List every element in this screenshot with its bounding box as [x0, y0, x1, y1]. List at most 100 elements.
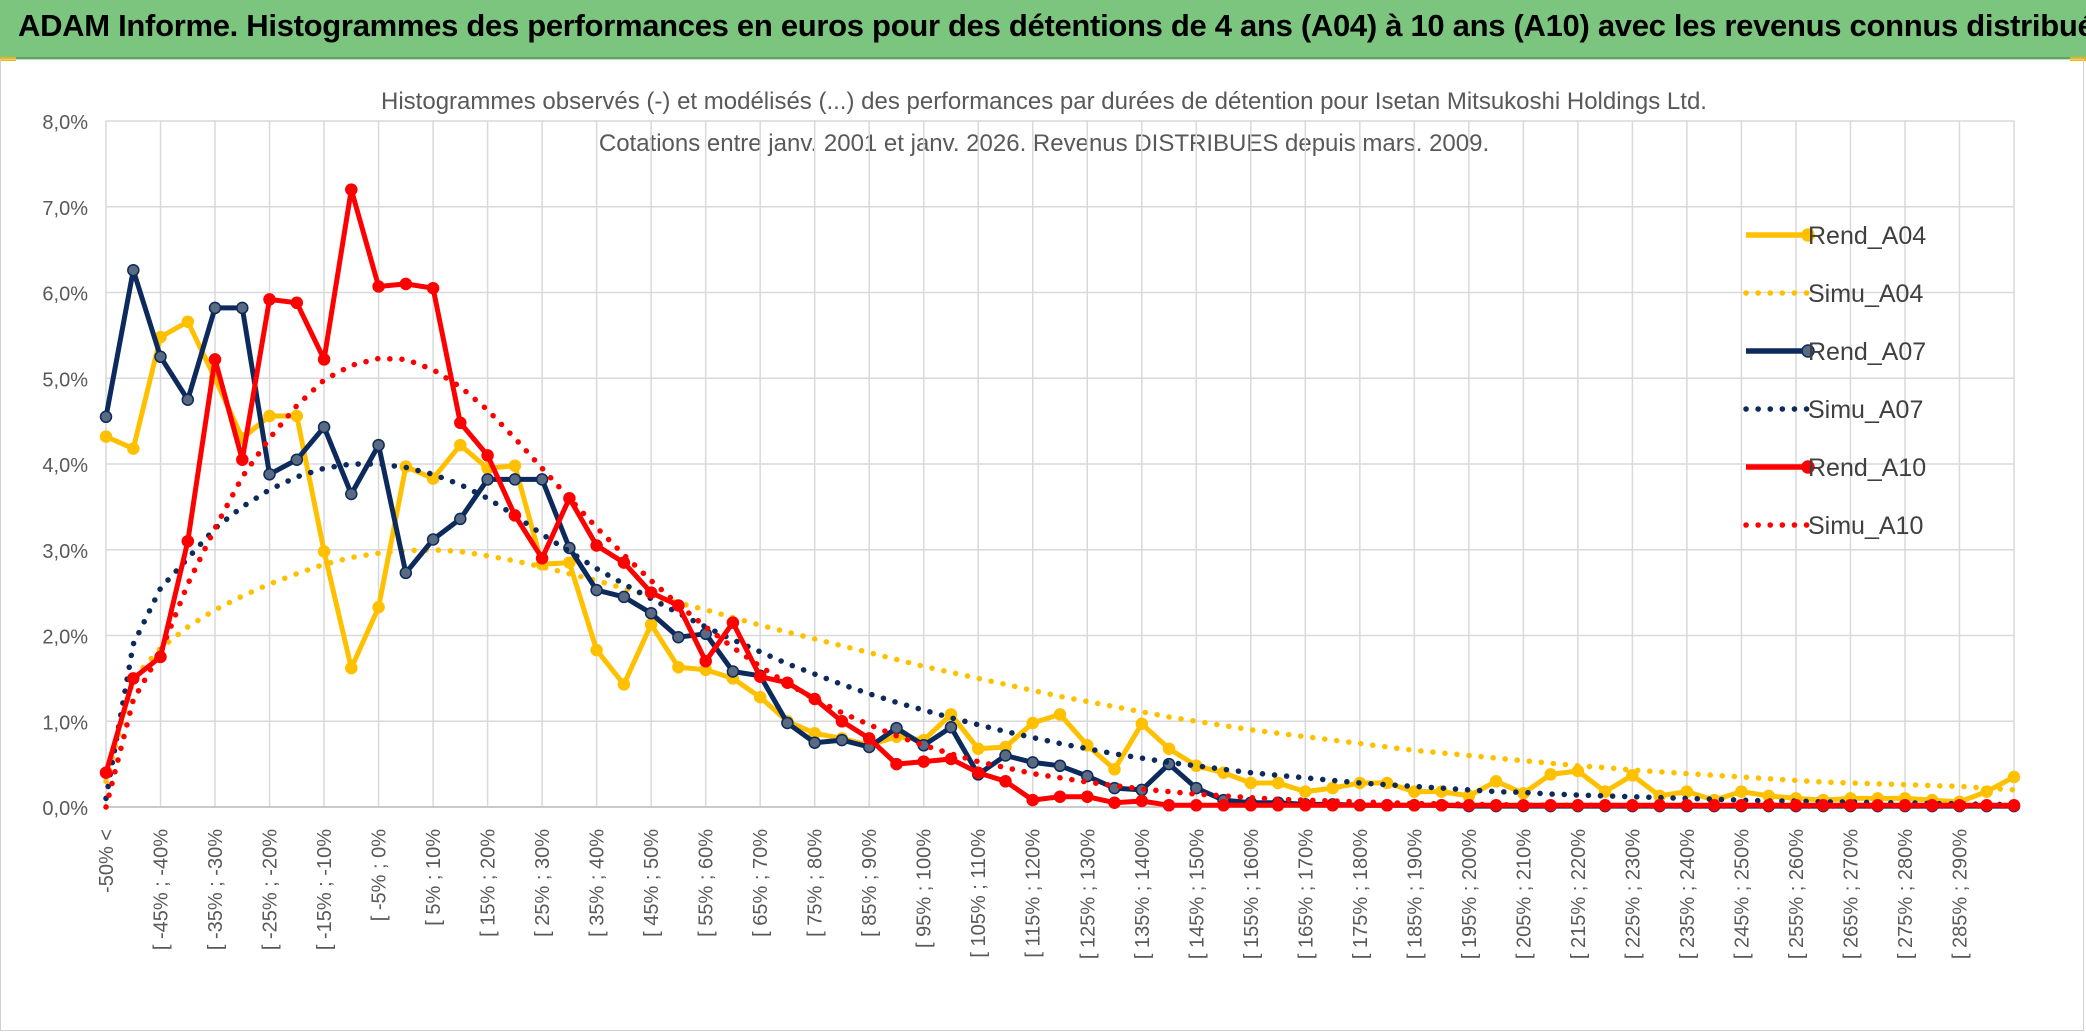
x-tick-label: [ 35% ; 40% — [587, 829, 609, 937]
x-tick-label: [ 115% ; 120% — [1023, 829, 1045, 958]
x-tick-label: [ 285% ; 290% — [1949, 829, 1971, 959]
y-tick-label: 1,0% — [42, 712, 88, 734]
data-point-rend-a04 — [454, 438, 467, 452]
x-tick-label: [ 175% ; 180% — [1350, 829, 1372, 959]
data-point-rend-a04 — [372, 600, 385, 614]
data-point-rend-a07 — [726, 665, 740, 678]
legend-label-simu-a07: Simu_A07 — [1808, 396, 1923, 424]
x-tick-label: [ 215% ; 220% — [1568, 829, 1590, 959]
data-point-rend-a07 — [1026, 756, 1039, 769]
data-point-rend-a10 — [1162, 799, 1176, 812]
legend-marker-rend-a07 — [1801, 344, 1815, 358]
data-point-rend-a07 — [999, 749, 1012, 762]
data-point-rend-a10 — [999, 775, 1012, 788]
data-point-rend-a10 — [426, 281, 440, 295]
data-point-rend-a10 — [971, 766, 985, 779]
data-point-rend-a10 — [263, 293, 276, 306]
data-point-rend-a07 — [454, 512, 467, 526]
data-point-rend-a07 — [236, 301, 249, 315]
legend-label-simu-a10: Simu_A10 — [1808, 512, 1923, 540]
data-point-rend-a10 — [481, 449, 494, 462]
y-tick-label: 3,0% — [42, 541, 88, 563]
data-point-rend-a07 — [399, 566, 413, 580]
data-point-rend-a10 — [862, 732, 876, 745]
x-tick-label: [ 5% ; 10% — [423, 829, 445, 926]
x-tick-label: [ 255% ; 260% — [1786, 829, 1808, 959]
data-point-rend-a04 — [590, 643, 603, 657]
data-point-rend-a07 — [590, 583, 603, 597]
y-tick-label: 0,0% — [42, 798, 88, 820]
x-tick-label: [ 195% ; 200% — [1459, 829, 1481, 959]
data-point-rend-a04 — [753, 690, 767, 704]
x-tick-label: [ 245% ; 250% — [1731, 829, 1753, 959]
x-tick-label: [ 45% ; 50% — [641, 829, 663, 937]
series-line-simu-a10 — [103, 355, 2017, 810]
legend-marker-rend-a04 — [1801, 228, 1815, 242]
data-point-rend-a04 — [563, 556, 576, 569]
y-tick-label: 5,0% — [42, 369, 88, 391]
data-point-rend-a10 — [181, 534, 195, 548]
legend-label-rend-a10: Rend_A10 — [1808, 454, 1926, 482]
x-tick-label: [ 265% ; 270% — [1840, 829, 1862, 959]
x-tick-label: [ 125% ; 130% — [1077, 829, 1099, 959]
x-tick-label: [ 235% ; 240% — [1677, 829, 1699, 959]
data-point-rend-a10 — [753, 670, 767, 683]
data-point-rend-a10 — [317, 353, 331, 366]
data-point-rend-a07 — [481, 473, 494, 486]
data-point-rend-a04 — [1244, 776, 1258, 790]
data-point-rend-a07 — [617, 590, 631, 604]
chart-title: Histogrammes observés (-) et modélisés (… — [381, 88, 1707, 115]
x-tick-label: [ 105% ; 110% — [968, 829, 990, 958]
data-point-rend-a10 — [1135, 794, 1149, 808]
page-banner: ADAM Informe. Histogrammes des performan… — [0, 0, 2086, 59]
data-point-rend-a04 — [1735, 785, 1748, 798]
data-point-rend-a07 — [1053, 759, 1067, 773]
data-point-rend-a10 — [1244, 799, 1258, 812]
series-line-simu-a04 — [103, 547, 2017, 793]
data-point-rend-a10 — [1299, 799, 1312, 812]
data-point-rend-a10 — [835, 715, 849, 728]
data-point-rend-a04 — [1053, 708, 1067, 721]
y-tick-label: 4,0% — [42, 455, 88, 477]
data-point-rend-a07 — [644, 606, 658, 620]
data-point-rend-a04 — [1026, 716, 1039, 730]
data-point-rend-a07 — [426, 533, 440, 546]
data-point-rend-a07 — [808, 736, 821, 749]
data-point-rend-a10 — [127, 672, 140, 685]
data-point-rend-a07 — [781, 716, 794, 730]
data-point-rend-a07 — [1081, 769, 1094, 783]
data-point-rend-a04 — [644, 618, 658, 631]
data-point-rend-a10 — [1108, 796, 1121, 809]
data-point-rend-a04 — [127, 442, 140, 455]
data-point-rend-a10 — [1217, 799, 1230, 812]
data-point-rend-a10 — [208, 353, 222, 366]
y-tick-label: 7,0% — [42, 198, 88, 220]
chart-grid — [105, 120, 2015, 808]
data-point-rend-a04 — [617, 678, 631, 691]
x-tick-label: [ 155% ; 160% — [1241, 829, 1263, 959]
page-title: ADAM Informe. Histogrammes des performan… — [18, 8, 2086, 43]
y-tick-label: 6,0% — [42, 284, 88, 306]
data-point-rend-a10 — [99, 766, 113, 779]
x-tick-label: [ 95% ; 100% — [914, 829, 936, 948]
x-tick-label: [ -5% ; 0% — [369, 829, 391, 921]
data-point-rend-a10 — [535, 552, 549, 565]
data-point-rend-a04 — [1326, 781, 1339, 795]
data-point-rend-a10 — [726, 616, 740, 629]
data-point-rend-a10 — [644, 586, 658, 599]
data-point-rend-a04 — [1162, 742, 1176, 755]
data-point-rend-a04 — [99, 430, 113, 443]
y-tick-label: 2,0% — [42, 627, 88, 649]
data-point-rend-a07 — [890, 721, 903, 735]
data-point-rend-a07 — [317, 420, 331, 434]
data-point-rend-a07 — [290, 453, 304, 466]
data-point-rend-a07 — [508, 473, 522, 486]
data-point-rend-a10 — [590, 539, 603, 552]
y-axis: 0,0% 1,0% 2,0% 3,0% 4,0% 5,0% 6,0% 7,0% 8,0% — [42, 112, 88, 820]
legend-label-rend-a04: Rend_A04 — [1808, 222, 1926, 250]
data-point-rend-a04 — [1680, 785, 1694, 798]
data-point-rend-a10 — [699, 654, 712, 668]
legend-label-simu-a04: Simu_A04 — [1808, 280, 1923, 308]
y-tick-label: 8,0% — [42, 112, 88, 134]
data-point-rend-a04 — [1626, 769, 1639, 782]
